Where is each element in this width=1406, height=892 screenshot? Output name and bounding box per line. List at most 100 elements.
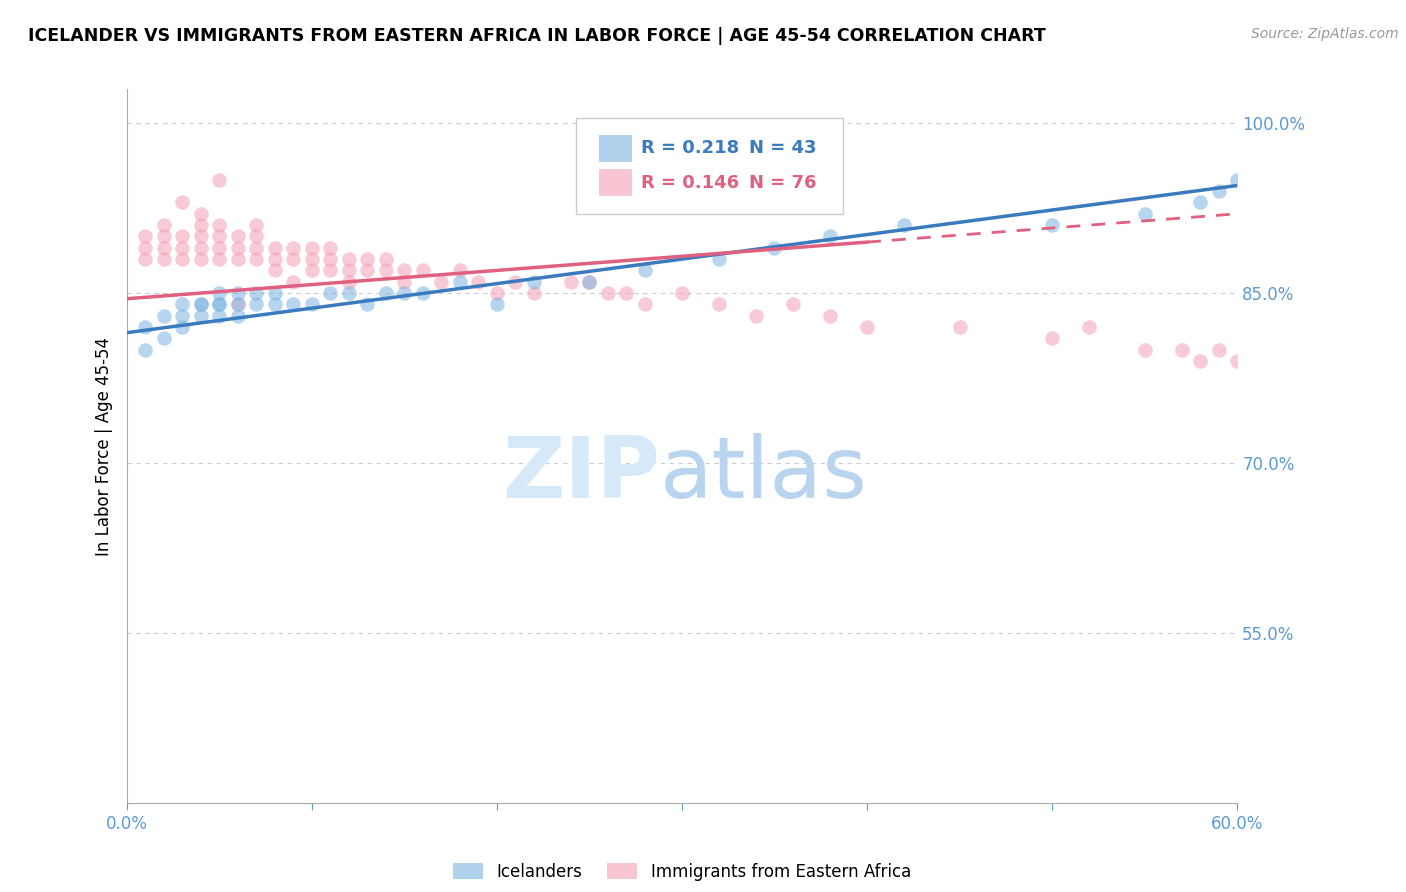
Point — [356, 297, 378, 311]
Point — [449, 275, 471, 289]
Point — [485, 297, 508, 311]
Point — [394, 275, 416, 289]
Point — [152, 218, 174, 232]
Point — [319, 286, 342, 301]
Point — [245, 297, 267, 311]
Point — [1040, 218, 1063, 232]
Point — [226, 252, 249, 266]
Point — [337, 286, 360, 301]
Point — [1208, 343, 1230, 357]
Point — [134, 229, 156, 244]
Point — [337, 263, 360, 277]
Text: R = 0.218: R = 0.218 — [641, 139, 740, 157]
Point — [226, 309, 249, 323]
Point — [1189, 354, 1212, 368]
Point — [134, 320, 156, 334]
Point — [208, 229, 231, 244]
Point — [190, 252, 212, 266]
FancyBboxPatch shape — [599, 135, 631, 162]
Point — [449, 263, 471, 277]
Point — [818, 309, 841, 323]
Point — [634, 263, 657, 277]
Point — [856, 320, 879, 334]
Point — [412, 286, 434, 301]
Point — [134, 241, 156, 255]
Point — [208, 252, 231, 266]
Point — [172, 320, 194, 334]
Point — [818, 229, 841, 244]
Point — [893, 218, 915, 232]
Point — [301, 263, 323, 277]
Point — [337, 252, 360, 266]
Point — [707, 252, 730, 266]
Point — [245, 229, 267, 244]
Point — [134, 343, 156, 357]
Point — [208, 297, 231, 311]
Point — [226, 241, 249, 255]
Point — [281, 241, 304, 255]
Point — [467, 275, 489, 289]
Point — [152, 229, 174, 244]
Text: atlas: atlas — [659, 433, 868, 516]
Point — [596, 286, 619, 301]
Point — [1189, 195, 1212, 210]
Point — [301, 297, 323, 311]
Point — [263, 286, 285, 301]
Point — [578, 275, 600, 289]
Point — [263, 252, 285, 266]
Point — [319, 263, 342, 277]
Point — [412, 263, 434, 277]
Point — [208, 309, 231, 323]
Point — [172, 252, 194, 266]
Point — [949, 320, 972, 334]
Point — [190, 241, 212, 255]
Point — [523, 275, 546, 289]
Point — [560, 275, 582, 289]
Point — [281, 275, 304, 289]
Point — [190, 207, 212, 221]
Point — [134, 252, 156, 266]
Text: Source: ZipAtlas.com: Source: ZipAtlas.com — [1251, 27, 1399, 41]
Point — [263, 241, 285, 255]
Point — [190, 229, 212, 244]
Point — [208, 173, 231, 187]
Point — [172, 297, 194, 311]
Point — [263, 297, 285, 311]
Point — [1133, 343, 1156, 357]
FancyBboxPatch shape — [576, 118, 844, 214]
Point — [634, 297, 657, 311]
Point — [245, 252, 267, 266]
Point — [523, 286, 546, 301]
Point — [374, 252, 396, 266]
Point — [1133, 207, 1156, 221]
Point — [337, 275, 360, 289]
Point — [374, 263, 396, 277]
Point — [245, 241, 267, 255]
Point — [394, 263, 416, 277]
Point — [226, 286, 249, 301]
Point — [152, 241, 174, 255]
Point — [281, 297, 304, 311]
Point — [319, 241, 342, 255]
Point — [226, 229, 249, 244]
Point — [152, 252, 174, 266]
Point — [1040, 331, 1063, 345]
Point — [208, 297, 231, 311]
Point — [616, 286, 638, 301]
Point — [208, 286, 231, 301]
Point — [671, 286, 693, 301]
Point — [301, 252, 323, 266]
Point — [172, 229, 194, 244]
Point — [263, 263, 285, 277]
Point — [763, 241, 786, 255]
Point — [1226, 354, 1249, 368]
Text: R = 0.146: R = 0.146 — [641, 174, 740, 192]
Point — [190, 297, 212, 311]
Point — [208, 241, 231, 255]
Point — [356, 263, 378, 277]
Point — [1078, 320, 1101, 334]
Point — [356, 252, 378, 266]
Point — [578, 275, 600, 289]
Point — [190, 309, 212, 323]
Point — [172, 309, 194, 323]
